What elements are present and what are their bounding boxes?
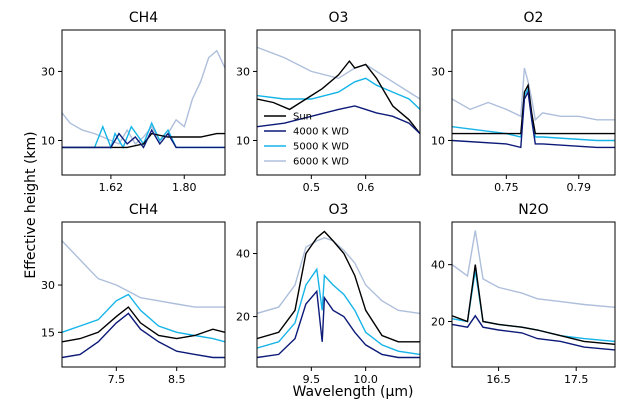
legend-label: 4000 K WD [293,127,349,138]
series-line-6000-k-wd [257,237,420,315]
series-line-6000-k-wd [452,230,615,308]
series-line-4000-k-wd [62,312,225,359]
x-tick-label: 17.5 [564,373,589,386]
series-line-sun [62,306,225,343]
legend-label: 6000 K WD [293,157,349,168]
series-line-6000-k-wd [257,46,420,100]
y-tick-label: 20 [431,316,445,329]
panel-title: O3 [329,10,349,26]
x-tick-label: 0.75 [494,181,519,194]
panel-5: O3 9.5 10.0 20 40 [236,202,421,386]
legend-label: 5000 K WD [293,142,349,153]
panel-title: CH4 [129,202,158,218]
series-line-5000-k-wd [452,270,615,343]
panel-2: O3 0.5 0.6 10 30 [236,10,421,194]
panel-title: O3 [329,202,349,218]
y-tick-label: 30 [41,279,55,292]
x-tick-label: 8.5 [168,373,186,386]
series-line-6000-k-wd [62,240,225,308]
plot-frame [61,29,226,176]
x-tick-label: 9.5 [303,373,321,386]
series-line-6000-k-wd [452,67,615,122]
x-tick-label: 0.5 [303,181,321,194]
x-tick-label: 1.62 [99,181,124,194]
series-line-4000-k-wd [452,89,615,149]
x-tick-label: 1.80 [172,181,197,194]
panel-title: CH4 [129,10,158,26]
series-line-sun [257,230,420,343]
x-tick-label: 10.0 [353,373,378,386]
y-tick-label: 30 [431,65,445,78]
plot-frame [256,221,421,368]
plot-frame [451,29,616,176]
series-line-sun [452,264,615,345]
y-tick-label: 30 [236,65,250,78]
x-tick-label: 16.5 [486,373,511,386]
panel-title: N2O [518,202,548,218]
panel-6: N2O 16.5 17.5 20 40 [431,202,616,386]
series-line-sun [62,132,225,149]
panel-4: CH4 7.5 8.5 15 30 [41,202,226,386]
y-tick-label: 10 [431,134,445,147]
legend-label: Sun [293,112,312,123]
y-tick-label: 20 [236,311,250,324]
y-tick-label: 40 [236,248,250,261]
series-line-sun [257,59,420,135]
legend: Sun 4000 K WD 5000 K WD 6000 K WD [264,112,349,168]
x-axis-label: Wavelength (μm) [293,384,414,400]
plot-frame [451,221,616,368]
series-line-5000-k-wd [62,293,225,343]
series-line-4000-k-wd [62,128,225,149]
x-tick-label: 0.6 [357,181,375,194]
y-tick-label: 15 [41,326,55,339]
plot-frame [256,29,421,176]
series-line-5000-k-wd [257,267,420,356]
series-line-6000-k-wd [62,49,225,145]
panel-1: CH4 1.62 1.80 10 30 [41,10,226,194]
y-tick-label: 30 [41,65,55,78]
x-tick-label: 0.79 [567,181,592,194]
panel-3: O2 0.75 0.79 10 30 [431,10,616,194]
series-line-4000-k-wd [257,105,420,135]
series-line-sun [452,82,615,135]
y-axis-label: Effective height (km) [23,131,39,278]
series-line-4000-k-wd [257,289,420,359]
x-tick-label: 7.5 [108,373,126,386]
y-tick-label: 10 [41,134,55,147]
series-line-5000-k-wd [257,77,420,110]
y-tick-label: 40 [431,259,445,272]
plot-frame [61,221,226,368]
series-line-4000-k-wd [452,314,615,351]
y-tick-label: 10 [236,134,250,147]
panel-title: O2 [524,10,544,26]
